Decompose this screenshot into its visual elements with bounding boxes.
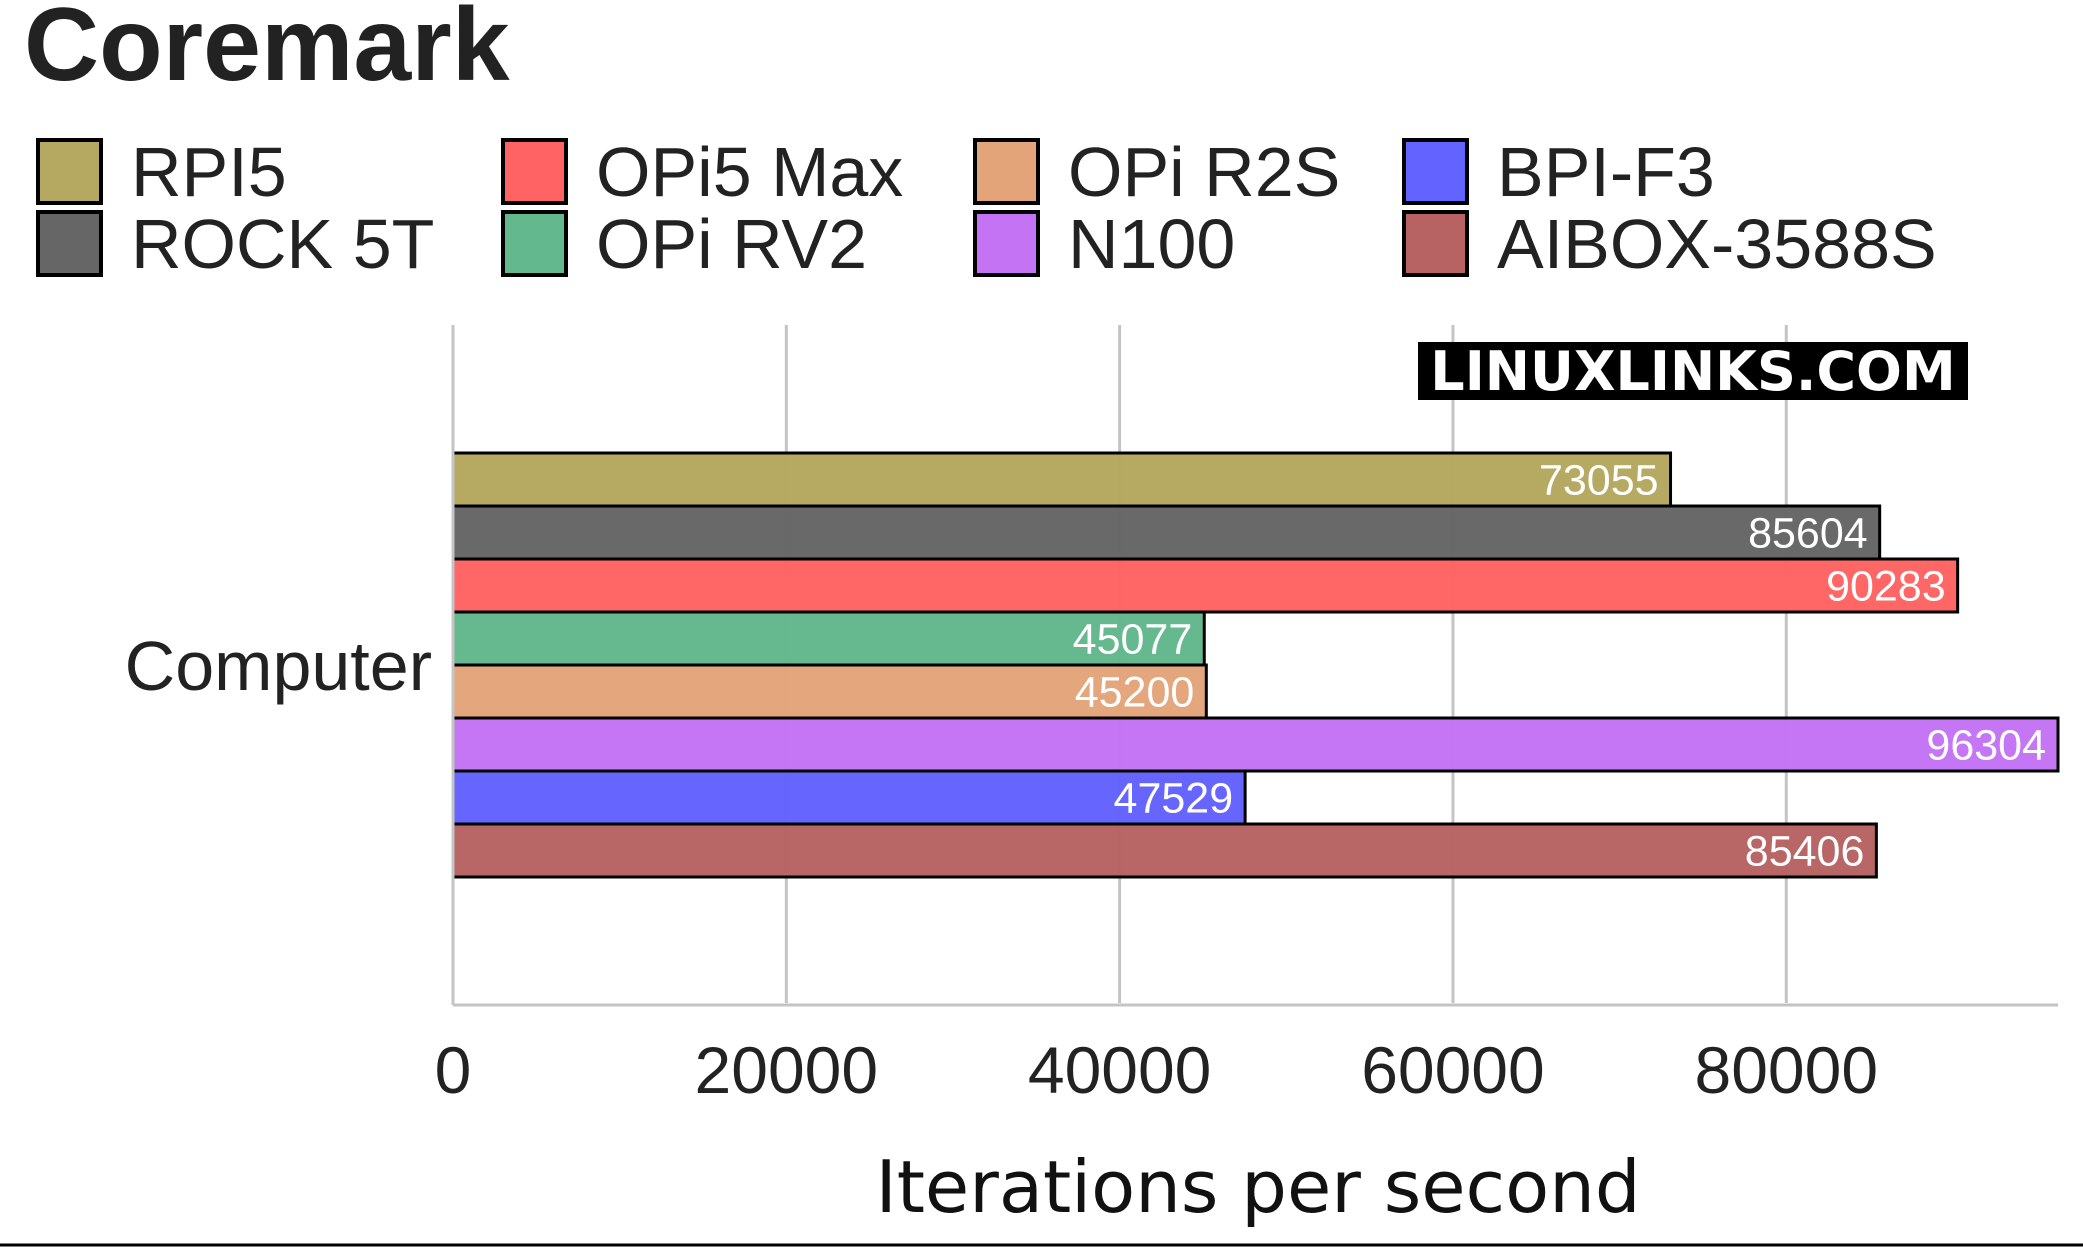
bar-value-rpi5: 73055 — [1539, 457, 1659, 505]
watermark-text: LINUXLINKS.COM — [1430, 340, 1955, 403]
x-tick-labels: 0 20000 40000 60000 80000 — [435, 1033, 1878, 1107]
legend-swatch-opi-rv2 — [501, 210, 568, 277]
legend-swatch-rock-5t — [36, 210, 103, 277]
bar-opi5-max — [451, 557, 1960, 614]
legend-label-aibox-3588s: AIBOX-3588S — [1497, 205, 1937, 283]
legend-swatch-opi-r2s — [973, 138, 1040, 205]
y-category-label: Computer — [125, 627, 432, 705]
legend: RPI5 OPi5 Max OPi R2S BPI-F3 ROCK 5T OPi RV2 N… — [36, 133, 1937, 283]
x-tick-label: 40000 — [1028, 1033, 1212, 1107]
legend-label-bpi-f3: BPI-F3 — [1497, 133, 1715, 211]
legend-label-opi-rv2: OPi RV2 — [596, 205, 867, 283]
legend-label-opi-r2s: OPi R2S — [1068, 133, 1340, 211]
bar-n100 — [451, 716, 2060, 773]
legend-swatch-opi5-max — [501, 138, 568, 205]
bar-value-rock-5t: 85604 — [1748, 510, 1868, 558]
legend-label-opi5-max: OPi5 Max — [596, 133, 903, 211]
x-axis-label: Iterations per second — [875, 1145, 1640, 1229]
bar-value-opi-rv2: 45077 — [1073, 616, 1193, 664]
legend-label-rock-5t: ROCK 5T — [131, 205, 434, 283]
bar-rpi5 — [451, 451, 1673, 508]
legend-swatch-bpi-f3 — [1402, 138, 1469, 205]
x-tick-label: 0 — [435, 1033, 472, 1107]
axes — [451, 325, 2058, 1007]
bar-bpi-f3 — [451, 769, 1247, 826]
watermark: LINUXLINKS.COM — [1418, 340, 1968, 403]
bar-value-opi-r2s: 45200 — [1075, 669, 1195, 717]
legend-swatch-rpi5 — [36, 138, 103, 205]
bars: 73055 85604 90283 45077 45200 96304 47529 85406 — [451, 451, 2060, 879]
x-tick-label: 60000 — [1361, 1033, 1545, 1107]
bar-value-opi5-max: 90283 — [1826, 563, 1946, 611]
x-tick-label: 80000 — [1695, 1033, 1879, 1107]
bar-rock-5t — [451, 504, 1882, 561]
bar-aibox-3588s — [451, 822, 1878, 879]
legend-swatch-n100 — [973, 210, 1040, 277]
bar-opi-rv2 — [451, 610, 1206, 667]
legend-label-rpi5: RPI5 — [131, 133, 287, 211]
watermark-background — [1418, 342, 1968, 400]
legend-label-n100: N100 — [1068, 205, 1235, 283]
bar-value-bpi-f3: 47529 — [1114, 775, 1234, 823]
bar-value-n100: 96304 — [1926, 722, 2046, 770]
x-tick-label: 20000 — [695, 1033, 879, 1107]
chart-title: Coremark — [24, 0, 510, 103]
legend-swatch-aibox-3588s — [1402, 210, 1469, 277]
bar-value-aibox-3588s: 85406 — [1745, 828, 1865, 876]
